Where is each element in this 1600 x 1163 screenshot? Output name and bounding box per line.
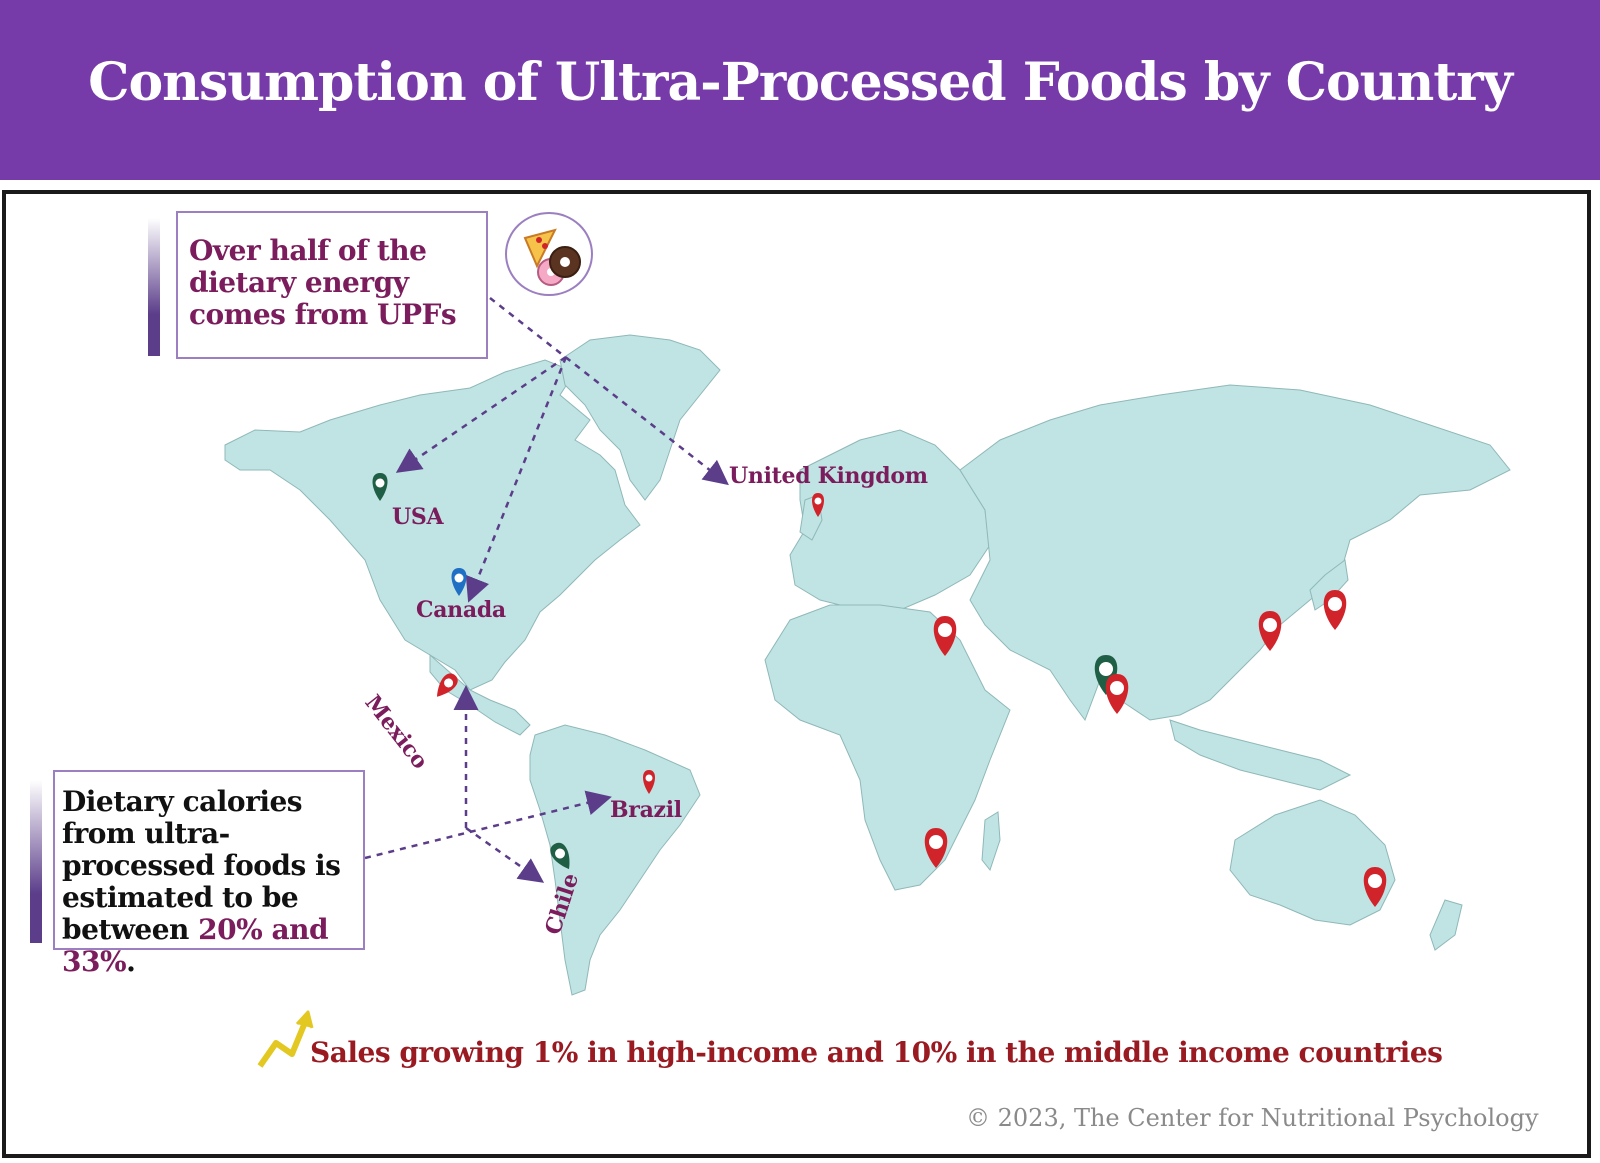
arrow-to-usa bbox=[395, 355, 567, 473]
header-banner: Consumption of Ultra-Processed Foods by … bbox=[0, 0, 1600, 180]
landmass-south-america bbox=[529, 724, 701, 996]
callout-bottom: Dietary calories from ultra-processed fo… bbox=[53, 770, 365, 978]
food-icon-circle bbox=[505, 212, 593, 296]
trend-arrow-icon bbox=[257, 1010, 314, 1068]
callout-bottom-text: Dietary calories from ultra-processed fo… bbox=[62, 785, 341, 978]
landmass-new-zealand bbox=[1429, 899, 1463, 951]
arrow-to-chile bbox=[465, 826, 545, 883]
label-canada: Canada bbox=[416, 597, 506, 623]
map-pin-icon bbox=[1258, 611, 1282, 651]
arrow-to-canada bbox=[465, 356, 568, 603]
donut-icon bbox=[537, 246, 581, 286]
callout-accent-bar bbox=[148, 218, 160, 356]
copyright: © 2023, The Center for Nutritional Psych… bbox=[966, 1104, 1539, 1132]
landmass-madagascar bbox=[981, 811, 1001, 872]
landmass-asia bbox=[959, 384, 1511, 722]
arrow-to-brazil bbox=[364, 790, 612, 860]
map-pin-icon bbox=[1323, 590, 1347, 630]
landmass-japan bbox=[1309, 559, 1349, 611]
label-united-kingdom: United Kingdom bbox=[729, 463, 928, 489]
map-pin-icon bbox=[372, 473, 388, 501]
map-pins bbox=[372, 473, 1387, 907]
callout-top: Over half of the dietary energy comes fr… bbox=[176, 211, 488, 359]
landmass-southeast-asia bbox=[1169, 719, 1352, 791]
map-pin-icon bbox=[812, 493, 824, 517]
sales-note: Sales growing 1% in high-income and 10% … bbox=[310, 1036, 1443, 1069]
map-pin-icon bbox=[437, 673, 458, 697]
callout-top-text: Over half of the dietary energy comes fr… bbox=[189, 234, 457, 331]
label-brazil: Brazil bbox=[610, 797, 682, 823]
label-usa: USA bbox=[392, 504, 444, 530]
landmass-greenland bbox=[559, 334, 721, 501]
map-pin-icon bbox=[550, 842, 570, 870]
pizza-icon bbox=[523, 228, 557, 269]
arrow-to-uk bbox=[489, 297, 729, 486]
map-pin-icon bbox=[924, 828, 948, 868]
map-pin-icon bbox=[1363, 867, 1387, 907]
map-pin-icon bbox=[451, 568, 467, 596]
map-pin-icon bbox=[933, 616, 957, 656]
callout-accent-bar bbox=[30, 780, 42, 943]
landmass-africa bbox=[764, 604, 1011, 891]
callout-highlight: 20% and 33% bbox=[62, 913, 329, 978]
landmass-north-america bbox=[224, 359, 641, 691]
landmass-australia bbox=[1229, 799, 1396, 926]
page-title: Consumption of Ultra-Processed Foods by … bbox=[88, 52, 1513, 113]
landmass-europe bbox=[789, 429, 991, 611]
map-pin-icon bbox=[1105, 674, 1129, 714]
map-pin-icon bbox=[643, 770, 655, 794]
